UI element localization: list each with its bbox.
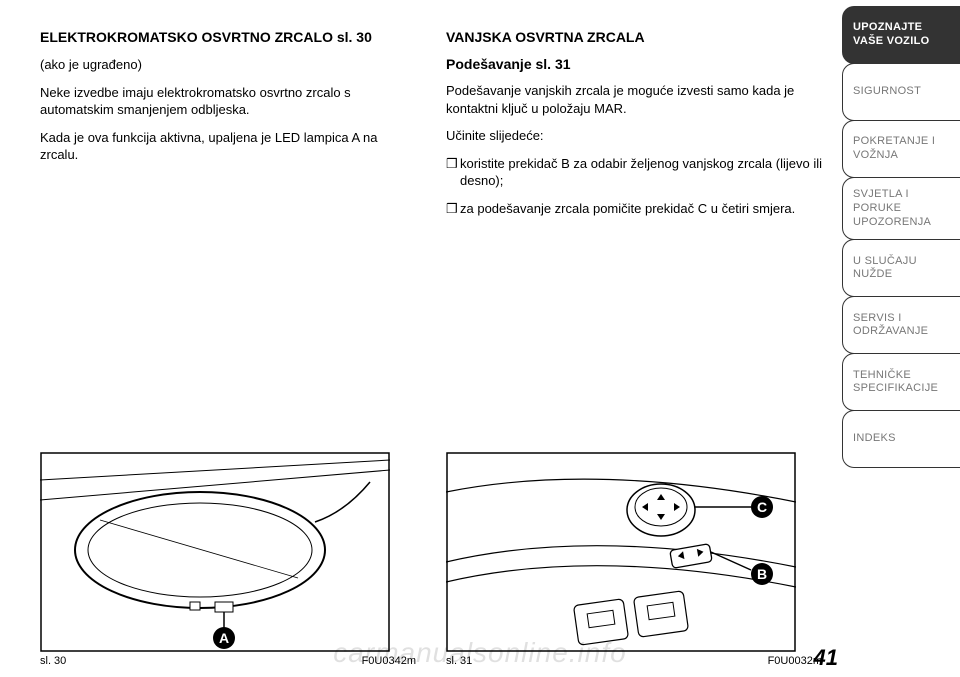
figure-31-caption: sl. 31 F0U0032m xyxy=(446,655,822,667)
tab-sigurnost[interactable]: SIGURNOST xyxy=(842,63,960,121)
tab-servis[interactable]: SERVIS I ODRŽAVANJE xyxy=(842,296,960,354)
bullet-icon: ❒ xyxy=(446,155,460,190)
mirror-controls-illustration: C B xyxy=(446,452,796,652)
right-subheading: Podešavanje sl. 31 xyxy=(446,56,822,72)
right-paragraph-2: Učinite slijedeće: xyxy=(446,127,822,145)
right-paragraph-1: Podešavanje vanjskih zrcala je moguće iz… xyxy=(446,82,822,117)
right-list-item-2: ❒ za podešavanje zrcala pomičite prekida… xyxy=(446,200,822,218)
page-number: 41 xyxy=(814,645,838,671)
right-heading: VANJSKA OSVRTNA ZRCALA xyxy=(446,28,822,46)
left-paragraph-1: (ako je ugrađeno) xyxy=(40,56,416,74)
figure-30-caption: sl. 30 F0U0342m xyxy=(40,655,416,667)
figure-30: A sl. 30 F0U0342m xyxy=(40,452,416,667)
manual-page: ELEKTROKROMATSKO OSVRTNO ZRCALO sl. 30 (… xyxy=(0,0,960,677)
callout-a: A xyxy=(219,630,229,646)
right-list-item-1: ❒ koristite prekidač B za odabir željeno… xyxy=(446,155,822,190)
tab-pokretanje[interactable]: POKRETANJE I VOŽNJA xyxy=(842,120,960,178)
bullet-icon: ❒ xyxy=(446,200,460,218)
mirror-interior-illustration: A xyxy=(40,452,390,652)
tab-indeks[interactable]: INDEKS xyxy=(842,410,960,468)
left-paragraph-3: Kada je ova funkcija aktivna, upaljena j… xyxy=(40,129,416,164)
right-list-text-1: koristite prekidač B za odabir željenog … xyxy=(460,155,822,190)
figure-31-label: sl. 31 xyxy=(446,655,472,667)
content-area: ELEKTROKROMATSKO OSVRTNO ZRCALO sl. 30 (… xyxy=(0,0,842,677)
tab-svjetla[interactable]: SVJETLA I PORUKE UPOZORENJA xyxy=(842,177,960,240)
sidebar-tabs: UPOZNAJTE VAŠE VOZILO SIGURNOST POKRETAN… xyxy=(842,0,960,677)
right-column: VANJSKA OSVRTNA ZRCALA Podešavanje sl. 3… xyxy=(446,28,822,667)
figure-31: C B sl. 31 F0U0032m xyxy=(446,452,822,667)
callout-c: C xyxy=(757,499,767,515)
left-column: ELEKTROKROMATSKO OSVRTNO ZRCALO sl. 30 (… xyxy=(40,28,416,667)
left-heading: ELEKTROKROMATSKO OSVRTNO ZRCALO sl. 30 xyxy=(40,28,416,46)
tab-upoznajte[interactable]: UPOZNAJTE VAŠE VOZILO xyxy=(842,6,960,64)
tab-nuzde[interactable]: U SLUČAJU NUŽDE xyxy=(842,239,960,297)
callout-b: B xyxy=(757,566,767,582)
right-list-text-2: za podešavanje zrcala pomičite prekidač … xyxy=(460,200,795,218)
left-paragraph-2: Neke izvedbe imaju elektrokromatsko osvr… xyxy=(40,84,416,119)
figure-30-label: sl. 30 xyxy=(40,655,66,667)
tab-tehnicke[interactable]: TEHNIČKE SPECIFIKACIJE xyxy=(842,353,960,411)
figure-30-code: F0U0342m xyxy=(362,655,416,667)
